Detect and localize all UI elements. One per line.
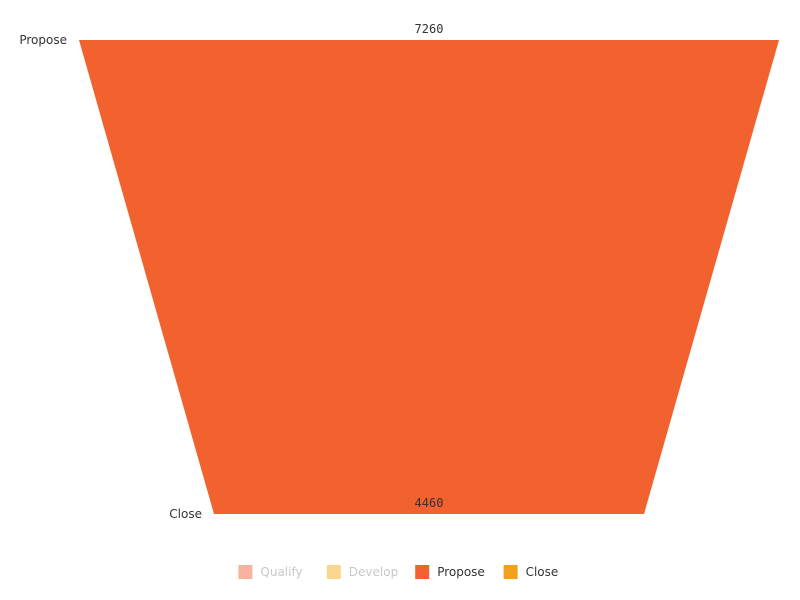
legend-label-develop: Develop bbox=[349, 565, 398, 579]
funnel-layer bbox=[79, 40, 779, 514]
legend-swatch-propose bbox=[415, 565, 430, 579]
legend[interactable]: Qualify Develop Propose Close bbox=[238, 565, 558, 579]
legend-item-close[interactable]: Close bbox=[503, 565, 559, 579]
legend-item-develop[interactable]: Develop bbox=[326, 565, 398, 579]
funnel-segment-propose[interactable] bbox=[79, 40, 779, 514]
legend-label-qualify: Qualify bbox=[260, 565, 302, 579]
legend-swatch-qualify bbox=[238, 565, 253, 579]
legend-label-propose: Propose bbox=[437, 565, 485, 579]
labels-layer: Propose 7260 Close 4460 bbox=[19, 22, 443, 521]
stage-label-close: Close bbox=[169, 507, 202, 521]
legend-item-propose[interactable]: Propose bbox=[415, 565, 485, 579]
value-label-propose: 7260 bbox=[415, 22, 444, 36]
value-label-close: 4460 bbox=[415, 496, 444, 510]
legend-swatch-close bbox=[503, 565, 518, 579]
legend-swatch-develop bbox=[326, 565, 341, 579]
legend-label-close: Close bbox=[526, 565, 559, 579]
legend-item-qualify[interactable]: Qualify bbox=[238, 565, 303, 579]
stage-label-propose: Propose bbox=[19, 33, 67, 47]
